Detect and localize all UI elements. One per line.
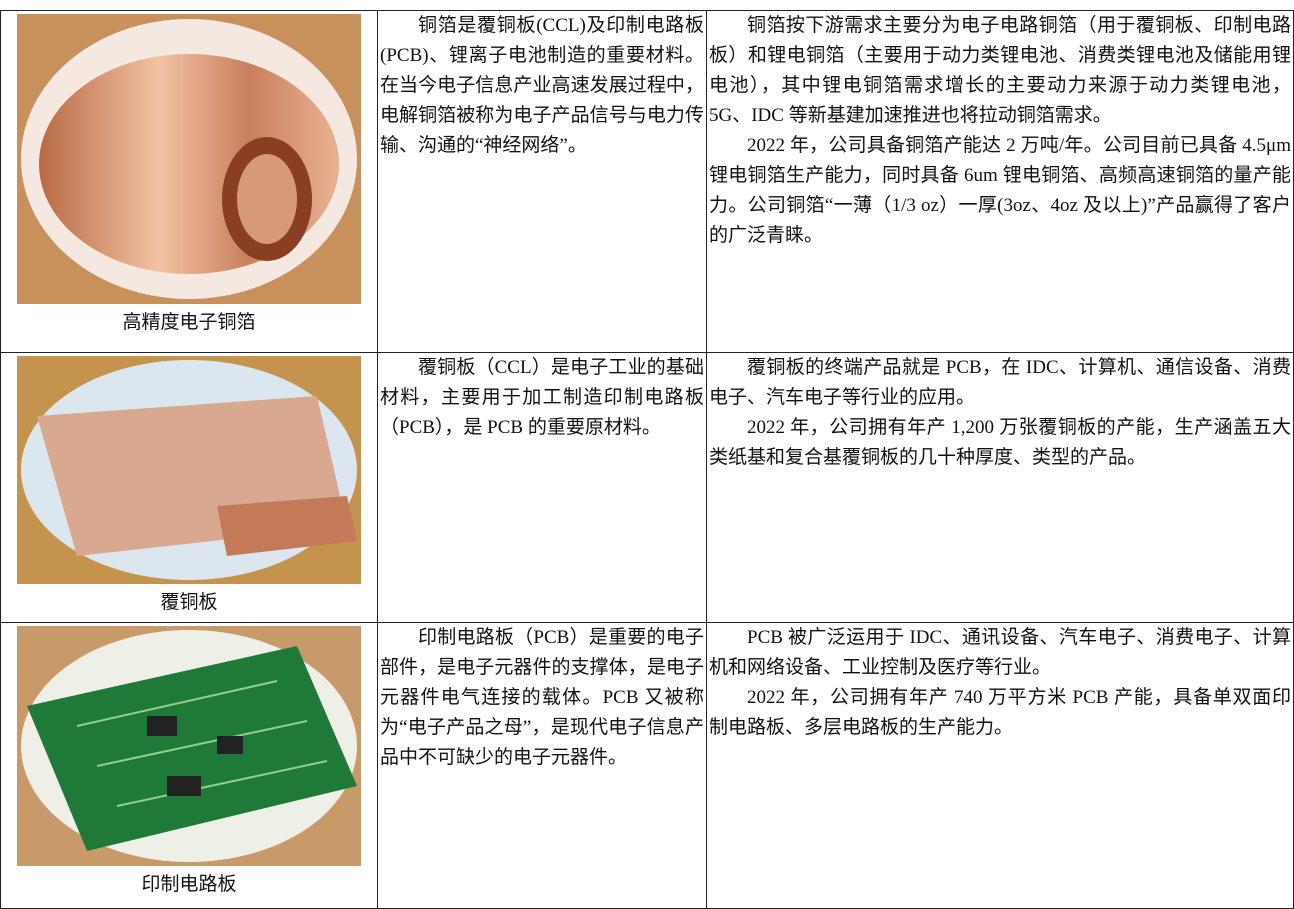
copper-foil-image: [17, 14, 361, 304]
details-cell: PCB 被广泛运用于 IDC、通讯设备、汽车电子、消费电子、计算机和网络设备、工…: [706, 622, 1294, 909]
image-cell: 高精度电子铜箔: [0, 10, 378, 353]
caption: 印制电路板: [141, 874, 237, 895]
image-cell: 覆铜板: [0, 352, 378, 623]
product-table: 高精度电子铜箔 铜箔是覆铜板(CCL)及印制电路板(PCB)、锂离子电池制造的重…: [0, 10, 1294, 909]
description: 覆铜板（CCL）是电子工业的基础材料，主要用于加工制造印制电路板（PCB），是 …: [380, 357, 704, 438]
pcb-image: [17, 626, 361, 866]
detail: 2022 年，公司拥有年产 740 万平方米 PCB 产能，具备单双面印制电路板…: [709, 687, 1291, 738]
description-cell: 铜箔是覆铜板(CCL)及印制电路板(PCB)、锂离子电池制造的重要材料。在当今电…: [377, 10, 707, 353]
details-cell: 覆铜板的终端产品就是 PCB，在 IDC、计算机、通信设备、消费电子、汽车电子等…: [706, 352, 1294, 623]
description: 印制电路板（PCB）是重要的电子部件，是电子元器件的支撑体，是电子元器件电气连接…: [380, 627, 704, 768]
caption: 覆铜板: [160, 592, 218, 613]
description: 铜箔是覆铜板(CCL)及印制电路板(PCB)、锂离子电池制造的重要材料。在当今电…: [380, 15, 704, 156]
detail: 铜箔按下游需求主要分为电子电路铜箔（用于覆铜板、印制电路板）和锂电铜箔（主要用于…: [709, 15, 1291, 126]
description-cell: 覆铜板（CCL）是电子工业的基础材料，主要用于加工制造印制电路板（PCB），是 …: [377, 352, 707, 623]
detail: 2022 年，公司拥有年产 1,200 万张覆铜板的产能，生产涵盖五大类纸基和复…: [709, 417, 1291, 468]
details-cell: 铜箔按下游需求主要分为电子电路铜箔（用于覆铜板、印制电路板）和锂电铜箔（主要用于…: [706, 10, 1294, 353]
detail: 覆铜板的终端产品就是 PCB，在 IDC、计算机、通信设备、消费电子、汽车电子等…: [709, 357, 1291, 408]
caption: 高精度电子铜箔: [122, 312, 256, 333]
detail: 2022 年，公司具备铜箔产能达 2 万吨/年。公司目前已具备 4.5μm 锂电…: [709, 135, 1291, 246]
row: 高精度电子铜箔 铜箔是覆铜板(CCL)及印制电路板(PCB)、锂离子电池制造的重…: [0, 10, 1294, 353]
image-cell: 印制电路板: [0, 622, 378, 909]
detail: PCB 被广泛运用于 IDC、通讯设备、汽车电子、消费电子、计算机和网络设备、工…: [709, 627, 1291, 678]
description-cell: 印制电路板（PCB）是重要的电子部件，是电子元器件的支撑体，是电子元器件电气连接…: [377, 622, 707, 909]
row: 印制电路板 印制电路板（PCB）是重要的电子部件，是电子元器件的支撑体，是电子元…: [0, 622, 1294, 909]
ccl-image: [17, 356, 361, 584]
row: 覆铜板 覆铜板（CCL）是电子工业的基础材料，主要用于加工制造印制电路板（PCB…: [0, 352, 1294, 623]
